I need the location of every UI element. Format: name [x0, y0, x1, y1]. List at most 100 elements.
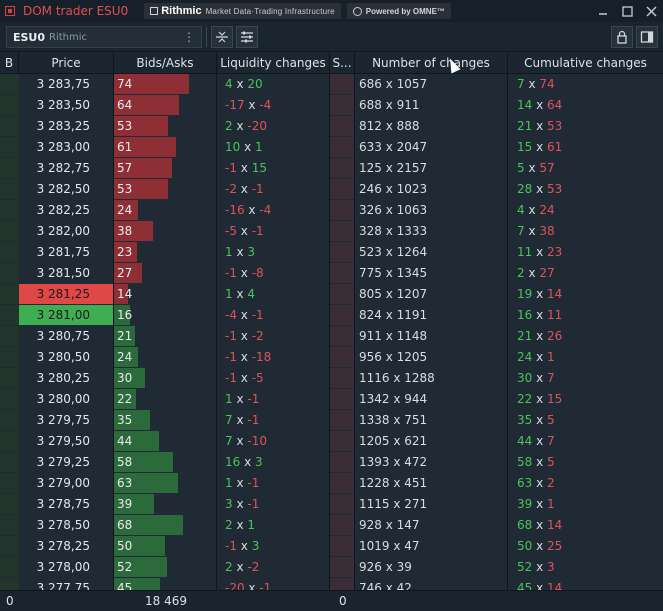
bids-asks-cell[interactable]: 38 — [114, 221, 216, 241]
table-row[interactable]: 3 278,75 39 3 x -1 1115 x 271 39 x 1 — [0, 494, 663, 515]
b-cell[interactable] — [0, 179, 19, 199]
price-cell[interactable]: 3 279,75 — [19, 410, 113, 430]
b-cell[interactable] — [0, 368, 19, 388]
b-cell[interactable] — [0, 263, 19, 283]
price-cell[interactable]: 3 282,75 — [19, 158, 113, 178]
table-row[interactable]: 3 282,50 53 -2 x -1 246 x 1023 28 x 53 — [0, 179, 663, 200]
table-row[interactable]: 3 282,00 38 -5 x -1 328 x 1333 7 x 38 — [0, 221, 663, 242]
bids-asks-cell[interactable]: 23 — [114, 242, 216, 262]
b-cell[interactable] — [0, 284, 19, 304]
column-b[interactable]: B — [0, 52, 19, 74]
table-row[interactable]: 3 279,25 58 16 x 3 1393 x 472 58 x 5 — [0, 452, 663, 473]
symbol-menu-icon[interactable]: ⋮ — [183, 30, 195, 44]
price-cell[interactable]: 3 279,25 — [19, 452, 113, 472]
price-cell[interactable]: 3 277,75 — [19, 578, 113, 590]
price-cell[interactable]: 3 282,50 — [19, 179, 113, 199]
price-cell[interactable]: 3 279,50 — [19, 431, 113, 451]
bids-asks-cell[interactable]: 16 — [114, 305, 216, 325]
bids-asks-cell[interactable]: 74 — [114, 74, 216, 94]
settings-list-button[interactable] — [236, 26, 258, 48]
table-row[interactable]: 3 281,00 16 -4 x -1 824 x 1191 16 x 11 — [0, 305, 663, 326]
bids-asks-cell[interactable]: 52 — [114, 557, 216, 577]
table-row[interactable]: 3 283,75 74 4 x 20 686 x 1057 7 x 74 — [0, 74, 663, 95]
table-row[interactable]: 3 279,00 63 1 x -1 1228 x 451 63 x 2 — [0, 473, 663, 494]
price-cell[interactable]: 3 280,75 — [19, 326, 113, 346]
column-cumulative-changes[interactable]: Cumulative changes — [524, 56, 647, 70]
price-cell[interactable]: 3 279,00 — [19, 473, 113, 493]
price-cell[interactable]: 3 278,75 — [19, 494, 113, 514]
b-cell[interactable] — [0, 95, 19, 115]
center-price-button[interactable] — [211, 26, 233, 48]
bids-asks-cell[interactable]: 22 — [114, 389, 216, 409]
b-cell[interactable] — [0, 536, 19, 556]
column-number-of-changes[interactable]: Number of changes — [355, 52, 508, 74]
minimize-icon[interactable] — [591, 0, 615, 22]
column-s[interactable]: S... — [330, 52, 355, 74]
table-row[interactable]: 3 279,50 44 7 x -10 1205 x 621 44 x 7 — [0, 431, 663, 452]
b-cell[interactable] — [0, 116, 19, 136]
b-cell[interactable] — [0, 494, 19, 514]
table-row[interactable]: 3 278,50 68 2 x 1 928 x 147 68 x 14 — [0, 515, 663, 536]
table-row[interactable]: 3 283,50 64 -17 x -4 688 x 911 14 x 64 — [0, 95, 663, 116]
bids-asks-cell[interactable]: 24 — [114, 347, 216, 367]
price-cell[interactable]: 3 283,00 — [19, 137, 113, 157]
price-cell[interactable]: 3 282,25 — [19, 200, 113, 220]
price-cell[interactable]: 3 281,00 — [19, 305, 113, 325]
price-cell[interactable]: 3 280,25 — [19, 368, 113, 388]
table-row[interactable]: 3 281,75 23 1 x 3 523 x 1264 11 x 23 — [0, 242, 663, 263]
price-cell[interactable]: 3 281,75 — [19, 242, 113, 262]
price-cell[interactable]: 3 281,50 — [19, 263, 113, 283]
bids-asks-cell[interactable]: 14 — [114, 284, 216, 304]
b-cell[interactable] — [0, 74, 19, 94]
table-row[interactable]: 3 279,75 35 7 x -1 1338 x 751 35 x 5 — [0, 410, 663, 431]
table-row[interactable]: 3 280,25 30 -1 x -5 1116 x 1288 30 x 7 — [0, 368, 663, 389]
price-cell[interactable]: 3 278,25 — [19, 536, 113, 556]
bids-asks-cell[interactable]: 64 — [114, 95, 216, 115]
column-liquidity-changes[interactable]: Liquidity changes — [217, 52, 330, 74]
b-cell[interactable] — [0, 473, 19, 493]
column-bids-asks[interactable]: Bids/Asks — [114, 52, 217, 74]
price-cell[interactable]: 3 280,50 — [19, 347, 113, 367]
price-cell[interactable]: 3 281,25 — [19, 284, 113, 304]
b-cell[interactable] — [0, 515, 19, 535]
bids-asks-cell[interactable]: 45 — [114, 578, 216, 590]
b-cell[interactable] — [0, 305, 19, 325]
bids-asks-cell[interactable]: 57 — [114, 158, 216, 178]
b-cell[interactable] — [0, 326, 19, 346]
bids-asks-cell[interactable]: 53 — [114, 116, 216, 136]
price-cell[interactable]: 3 278,00 — [19, 557, 113, 577]
price-cell[interactable]: 3 282,00 — [19, 221, 113, 241]
maximize-icon[interactable] — [615, 0, 639, 22]
price-cell[interactable]: 3 283,25 — [19, 116, 113, 136]
bids-asks-cell[interactable]: 61 — [114, 137, 216, 157]
close-icon[interactable] — [639, 0, 663, 22]
table-row[interactable]: 3 283,25 53 2 x -20 812 x 888 21 x 53 — [0, 116, 663, 137]
b-cell[interactable] — [0, 431, 19, 451]
price-cell[interactable]: 3 280,00 — [19, 389, 113, 409]
bids-asks-cell[interactable]: 24 — [114, 200, 216, 220]
bids-asks-cell[interactable]: 63 — [114, 473, 216, 493]
table-row[interactable]: 3 278,00 52 2 x -2 926 x 39 52 x 3 — [0, 557, 663, 578]
bids-asks-cell[interactable]: 39 — [114, 494, 216, 514]
price-cell[interactable]: 3 283,75 — [19, 74, 113, 94]
table-row[interactable]: 3 282,75 57 -1 x 15 125 x 2157 5 x 57 — [0, 158, 663, 179]
symbol-selector[interactable]: ESU0 Rithmic ⋮ — [6, 26, 202, 48]
table-row[interactable]: 3 278,25 50 -1 x 3 1019 x 47 50 x 25 — [0, 536, 663, 557]
b-cell[interactable] — [0, 578, 19, 590]
column-price[interactable]: Price — [19, 52, 114, 74]
table-row[interactable]: 3 282,25 24 -16 x -4 326 x 1063 4 x 24 — [0, 200, 663, 221]
table-row[interactable]: 3 281,25 14 1 x 4 805 x 1207 19 x 14 — [0, 284, 663, 305]
b-cell[interactable] — [0, 221, 19, 241]
bids-asks-cell[interactable]: 68 — [114, 515, 216, 535]
bids-asks-cell[interactable]: 35 — [114, 410, 216, 430]
bids-asks-cell[interactable]: 50 — [114, 536, 216, 556]
b-cell[interactable] — [0, 389, 19, 409]
b-cell[interactable] — [0, 200, 19, 220]
bids-asks-cell[interactable]: 53 — [114, 179, 216, 199]
b-cell[interactable] — [0, 347, 19, 367]
lock-button[interactable] — [611, 26, 633, 48]
b-cell[interactable] — [0, 557, 19, 577]
bids-asks-cell[interactable]: 21 — [114, 326, 216, 346]
table-row[interactable]: 3 281,50 27 -1 x -8 775 x 1345 2 x 27 — [0, 263, 663, 284]
price-cell[interactable]: 3 278,50 — [19, 515, 113, 535]
